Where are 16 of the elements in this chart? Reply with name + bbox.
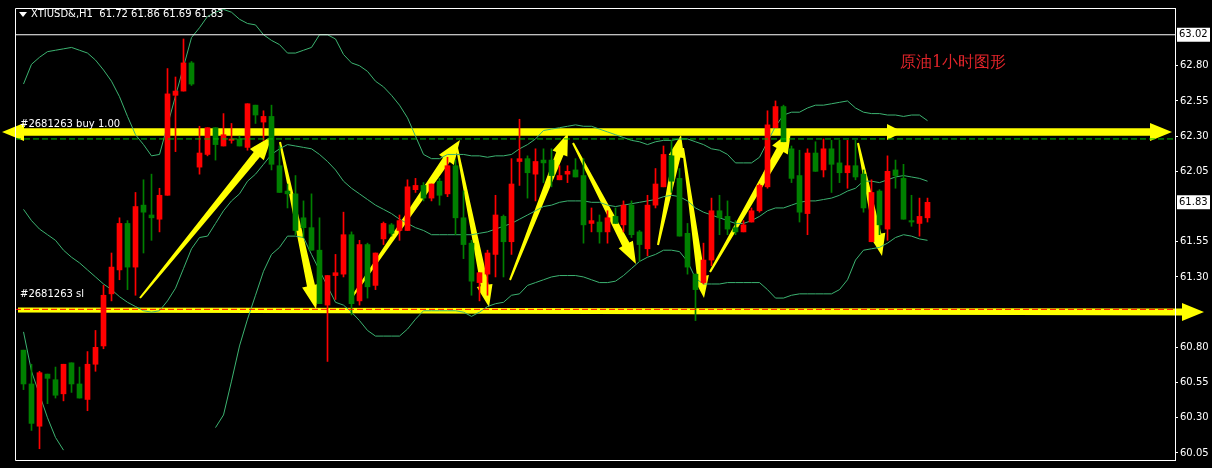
- annotation: 原油1小时图形: [900, 52, 1007, 73]
- y-tick-label: 60.05: [1180, 446, 1209, 458]
- y-tick-label: 60.55: [1180, 376, 1209, 388]
- chart-title: XTIUSD&,H1 61.72 61.86 61.69 61.83: [31, 8, 224, 19]
- y-tick-label: 62.05: [1180, 164, 1209, 176]
- ref-line-label: #2681263 buy 1.00: [20, 117, 121, 129]
- y-tick-label: 61.55: [1180, 235, 1209, 247]
- y-tick-label: 62.80: [1180, 59, 1209, 71]
- text: 61.83: [1179, 195, 1208, 207]
- y-tick-label: 62.55: [1180, 94, 1209, 106]
- y-tick-label: 62.30: [1180, 129, 1209, 141]
- text: 63.02: [1179, 28, 1208, 40]
- y-tick-label: 60.80: [1180, 340, 1209, 352]
- y-tick-label: 60.30: [1180, 411, 1209, 423]
- y-tick-label: 61.30: [1180, 270, 1209, 282]
- ref-line-label: #2681263 sl: [20, 287, 85, 299]
